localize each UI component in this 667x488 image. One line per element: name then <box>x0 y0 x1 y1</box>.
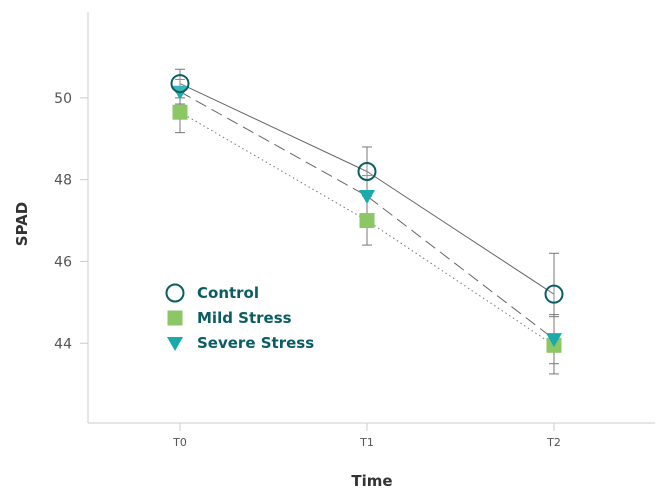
data-point-control <box>357 161 377 181</box>
y-tick-label: 44 <box>54 336 72 352</box>
data-point-mild-stress <box>172 104 188 120</box>
data-point-severe-stress <box>546 333 562 348</box>
data-point-mild-stress <box>359 213 375 229</box>
data-markers <box>170 74 564 353</box>
y-tick-group: 44 46 48 50 <box>54 91 88 352</box>
legend: Control Mild Stress Severe Stress <box>165 283 314 352</box>
data-point-control <box>544 284 564 304</box>
x-tick-label: T2 <box>546 436 561 449</box>
series-line-severe-stress <box>179 91 555 340</box>
legend-label: Mild Stress <box>197 309 292 327</box>
data-point-severe-stress <box>359 190 375 205</box>
x-tick-label: T0 <box>172 436 187 449</box>
y-axis-title: SPAD <box>13 202 31 246</box>
y-tick-label: 50 <box>54 91 72 107</box>
legend-label: Control <box>197 284 259 302</box>
data-point-control <box>170 74 190 94</box>
x-tick-label: T1 <box>359 436 374 449</box>
legend-marker-control <box>165 283 185 303</box>
legend-label: Severe Stress <box>197 334 314 352</box>
x-axis-title: Time <box>351 472 392 488</box>
y-tick-label: 48 <box>54 173 72 189</box>
y-tick-label: 46 <box>54 254 72 270</box>
legend-marker-severe-stress <box>167 337 183 351</box>
legend-marker-mild-stress <box>167 310 183 326</box>
x-tick-group: T0 T1 T2 <box>172 423 561 449</box>
